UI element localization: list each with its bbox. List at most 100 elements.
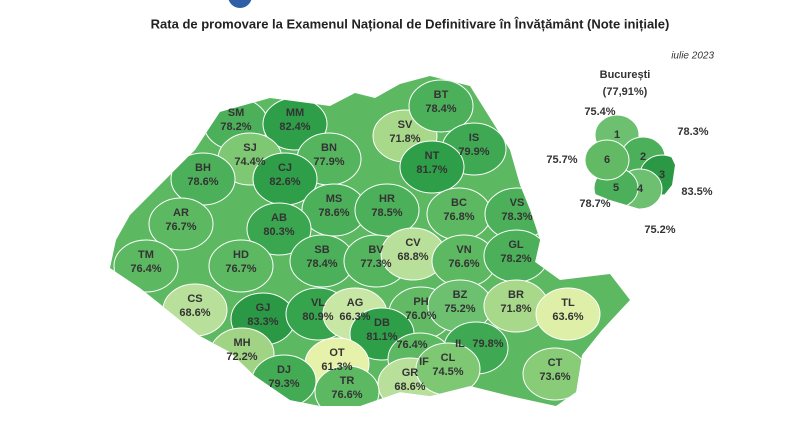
county-code: TL bbox=[561, 297, 575, 309]
county-code: CJ bbox=[278, 162, 292, 174]
county-code: MS bbox=[326, 193, 343, 205]
county-code: SB bbox=[314, 244, 329, 256]
county-code: TR bbox=[340, 375, 355, 387]
county bbox=[246, 202, 312, 256]
sector-number: 2 bbox=[640, 151, 646, 163]
sector-number: 6 bbox=[604, 154, 610, 166]
county-code: CV bbox=[405, 237, 421, 249]
county-value: 76.4% bbox=[396, 339, 427, 351]
county-code: BV bbox=[368, 244, 384, 256]
county-code: SJ bbox=[243, 142, 256, 154]
county-code: HR bbox=[379, 193, 395, 205]
county-value: 78.5% bbox=[371, 207, 402, 219]
bucharest-subtitle: (77,91%) bbox=[603, 86, 648, 98]
county-code: VN bbox=[456, 244, 471, 256]
county-value: 71.8% bbox=[500, 303, 531, 315]
county-code: HD bbox=[233, 249, 249, 261]
logo bbox=[228, 0, 252, 8]
county-code: VS bbox=[510, 197, 525, 209]
county-code: MH bbox=[233, 337, 250, 349]
county bbox=[535, 287, 601, 341]
county-value: 76.8% bbox=[443, 211, 474, 223]
sector-value: 75.2% bbox=[644, 224, 675, 236]
county-code: VL bbox=[311, 297, 325, 309]
county-code: IF bbox=[419, 356, 429, 368]
county-code: MM bbox=[286, 107, 304, 119]
county-code: PH bbox=[413, 296, 428, 308]
county-code: AB bbox=[271, 212, 287, 224]
county-value: 77.9% bbox=[313, 156, 344, 168]
county bbox=[408, 79, 474, 133]
county-code: GL bbox=[508, 239, 524, 251]
county-value: 78.6% bbox=[318, 207, 349, 219]
sector-number: 5 bbox=[613, 182, 619, 194]
sector-value: 78.3% bbox=[677, 126, 708, 138]
sector-value: 83.5% bbox=[681, 186, 712, 198]
county-value: 78.6% bbox=[187, 176, 218, 188]
county-value: 76.7% bbox=[225, 263, 256, 275]
sector bbox=[584, 139, 630, 181]
county-value: 74.5% bbox=[432, 366, 463, 378]
county-code: GJ bbox=[256, 302, 271, 314]
county-value: 61.3% bbox=[321, 361, 352, 373]
county-value: 74.4% bbox=[234, 156, 265, 168]
county-value: 78.4% bbox=[425, 103, 456, 115]
county-code: BZ bbox=[453, 289, 468, 301]
county-code: CL bbox=[441, 352, 456, 364]
county-code: BN bbox=[321, 142, 337, 154]
county-value: 76.6% bbox=[331, 389, 362, 401]
county-code: DB bbox=[374, 317, 390, 329]
county-code: IL bbox=[455, 338, 465, 350]
bucharest-map bbox=[584, 114, 675, 210]
county-value: 82.4% bbox=[279, 121, 310, 133]
county-code: AG bbox=[347, 297, 364, 309]
county-value: 76.4% bbox=[130, 263, 161, 275]
county-code: CT bbox=[548, 357, 563, 369]
county-value: 78.2% bbox=[220, 121, 251, 133]
sector-number: 3 bbox=[659, 169, 665, 181]
county-value: 80.9% bbox=[302, 311, 333, 323]
map-title: Rata de promovare la Examenul Național d… bbox=[151, 16, 670, 31]
county-value: 63.6% bbox=[552, 311, 583, 323]
county-value: 75.2% bbox=[444, 303, 475, 315]
county-value: 78.3% bbox=[501, 211, 532, 223]
county-code: BR bbox=[508, 289, 524, 301]
county-value: 77.3% bbox=[360, 258, 391, 270]
county-code: DJ bbox=[277, 364, 291, 376]
sector-value: 75.7% bbox=[546, 154, 577, 166]
county-code: BH bbox=[195, 162, 211, 174]
county-value: 78.4% bbox=[306, 258, 337, 270]
county-code: IS bbox=[469, 132, 479, 144]
county-value: 76.7% bbox=[165, 221, 196, 233]
county-value: 80.3% bbox=[263, 226, 294, 238]
county-value: 71.8% bbox=[389, 133, 420, 145]
sector-number: 1 bbox=[614, 129, 620, 141]
county-code: SM bbox=[228, 107, 245, 119]
date: iulie 2023 bbox=[671, 51, 714, 62]
county-value: 76.0% bbox=[405, 310, 436, 322]
county-code: GR bbox=[402, 367, 419, 379]
sector-value: 75.4% bbox=[584, 106, 615, 118]
county-value: 72.2% bbox=[226, 351, 257, 363]
county-code: BC bbox=[451, 197, 467, 209]
county-value: 81.1% bbox=[366, 331, 397, 343]
county-value: 83.3% bbox=[247, 316, 278, 328]
county-value: 66.3% bbox=[339, 311, 370, 323]
county-value: 79.3% bbox=[268, 378, 299, 390]
county-code: SV bbox=[398, 119, 413, 131]
labels: SM 78.2% MM 82.4% SV 71.8% BT 78.4% SJ 74.4% BN 77.… bbox=[130, 89, 583, 401]
county-value: 68.6% bbox=[394, 381, 425, 393]
county-value: 79.8% bbox=[472, 338, 503, 350]
county-code: OT bbox=[329, 347, 345, 359]
county-code: NT bbox=[425, 150, 440, 162]
bucharest-labels: 1 75.4% 2 78.3% 3 83.5% 4 75.2% 578.7% 6 75.7% bbox=[546, 106, 712, 236]
county-code: AR bbox=[173, 207, 189, 219]
county-value: 68.6% bbox=[179, 307, 210, 319]
county-value: 81.7% bbox=[416, 164, 447, 176]
county-value: 79.9% bbox=[458, 146, 489, 158]
county-value: 76.6% bbox=[448, 258, 479, 270]
county bbox=[148, 197, 214, 251]
county-value: 82.6% bbox=[269, 176, 300, 188]
county-value: 68.8% bbox=[397, 251, 428, 263]
